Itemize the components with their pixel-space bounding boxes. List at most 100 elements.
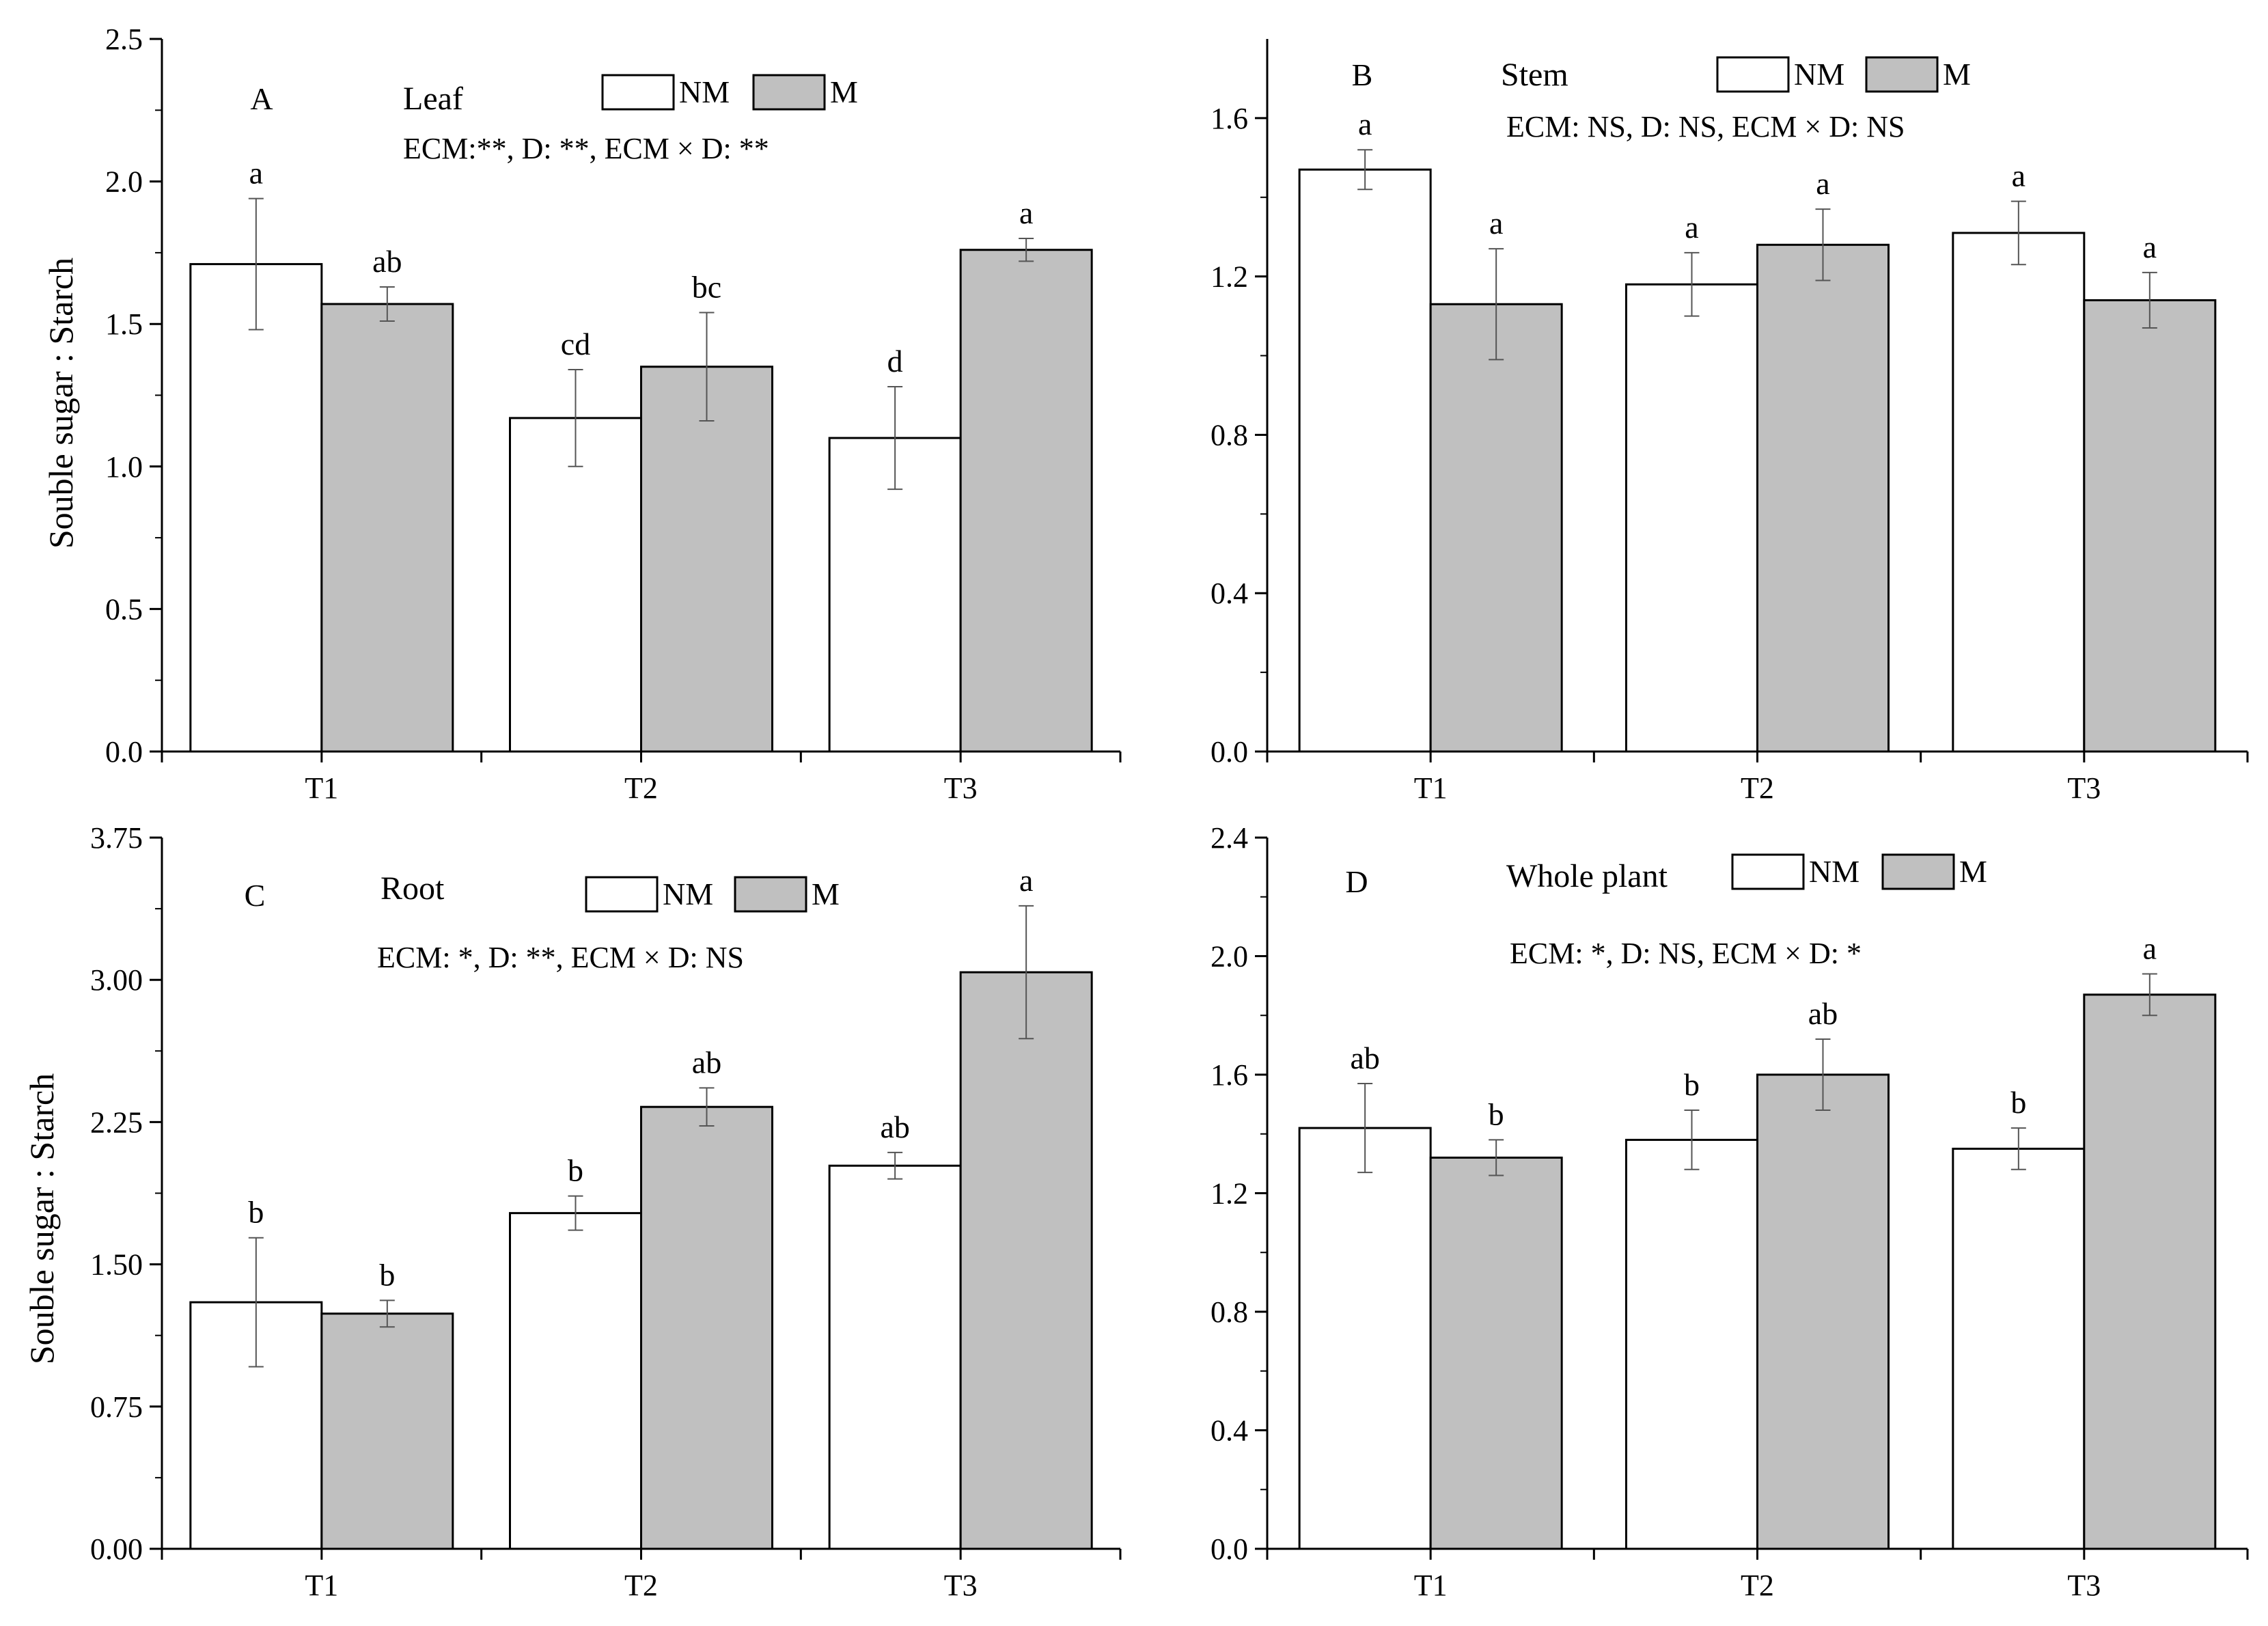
x-tick-label-t2: T2 (624, 771, 658, 805)
y-tick-label: 0.5 (105, 592, 143, 626)
legend-m-swatch (734, 876, 807, 913)
panel-letter: C (245, 878, 266, 913)
significance-letter: b (248, 1195, 264, 1230)
significance-letter: b (568, 1153, 583, 1188)
m-bar-t3 (959, 249, 1093, 753)
x-tick-label-t1: T1 (1414, 1569, 1448, 1602)
x-tick-label-t3: T3 (2067, 771, 2101, 805)
m-bar-t3 (2083, 299, 2217, 753)
x-tick-label-t1: T1 (305, 1569, 338, 1602)
significance-letter: a (1019, 195, 1033, 230)
y-tick-label: 0.8 (1211, 1295, 1248, 1329)
nm-bar-t1 (1298, 1127, 1432, 1550)
y-tick-label: 0.4 (1211, 1414, 1248, 1448)
significance-letter: ab (692, 1045, 721, 1079)
m-bar-t1 (1429, 1156, 1563, 1550)
significance-letter: a (2143, 230, 2157, 264)
nm-bar-t3 (828, 1164, 962, 1550)
legend-nm-swatch (585, 876, 659, 913)
m-bar-t2 (640, 366, 773, 753)
y-tick-label: 0.4 (1211, 577, 1248, 610)
legend-m-label: M (830, 74, 858, 109)
y-tick-label: 1.50 (90, 1248, 143, 1282)
y-tick-label: 2.0 (105, 165, 143, 199)
panel-letter: A (250, 81, 273, 116)
nm-bar-t1 (189, 263, 323, 753)
y-tick-label: 0.0 (105, 735, 143, 769)
m-bar-t1 (1429, 303, 1563, 753)
x-tick-label-t2: T2 (1741, 1569, 1774, 1602)
panel-letter: D (1345, 864, 1368, 899)
significance-letter: bc (692, 270, 721, 305)
x-tick-label-t2: T2 (624, 1569, 658, 1602)
stats-annotation: ECM:**, D: **, ECM × D: ** (403, 132, 769, 165)
significance-letter: ab (1350, 1041, 1379, 1075)
legend-nm-label: NM (679, 74, 730, 109)
legend-nm-label: NM (1809, 854, 1859, 889)
stats-annotation: ECM: NS, D: NS, ECM × D: NS (1506, 110, 1905, 143)
y-tick-label: 2.4 (1211, 821, 1248, 855)
significance-letter: b (379, 1257, 395, 1292)
x-tick-label-t3: T3 (944, 1569, 978, 1602)
y-tick-label: 3.75 (90, 821, 143, 855)
m-bar-t2 (640, 1105, 773, 1550)
y-tick-label: 0.0 (1211, 1532, 1248, 1566)
nm-bar-t2 (1625, 283, 1758, 753)
y-tick-label: 2.5 (105, 23, 143, 56)
m-bar-t3 (2083, 993, 2217, 1550)
stats-annotation: ECM: *, D: NS, ECM × D: * (1510, 937, 1862, 970)
y-tick-label: 0.8 (1211, 418, 1248, 452)
m-bar-t1 (320, 1312, 454, 1550)
significance-letter: ab (372, 244, 402, 279)
panel-title: Root (381, 870, 445, 907)
legend-m-swatch (1865, 56, 1939, 93)
x-tick-label-t2: T2 (1741, 771, 1774, 805)
x-tick-label-t1: T1 (305, 771, 338, 805)
significance-letter: ab (1808, 996, 1838, 1031)
y-tick-label: 1.0 (105, 450, 143, 484)
y-tick-label: 1.5 (105, 307, 143, 341)
panel-title: Stem (1501, 57, 1568, 93)
m-bar-t3 (959, 971, 1093, 1550)
y-tick-label: 0.0 (1211, 735, 1248, 769)
x-tick-label-t3: T3 (2067, 1569, 2101, 1602)
panel-d-whole-plant: 0.0 0.4 0.8 1.2 1.6 2.0 2.4 T1 ab b T2 b ab T3 b a D Whol… (1211, 821, 2249, 1602)
y-tick-label: 0.00 (90, 1532, 143, 1566)
legend-nm-swatch (1731, 853, 1805, 890)
panel-title: Leaf (403, 81, 463, 117)
y-tick-label: 2.25 (90, 1105, 143, 1139)
legend-m-swatch (752, 74, 826, 111)
legend-m-label: M (1943, 57, 1971, 92)
m-bar-t2 (1756, 1073, 1890, 1550)
m-bar-t2 (1756, 243, 1890, 753)
nm-bar-t3 (1952, 232, 2086, 753)
significance-letter: a (1685, 210, 1698, 245)
y-tick-label: 1.2 (1211, 260, 1248, 294)
panel-title: Whole plant (1506, 858, 1668, 894)
nm-bar-t1 (1298, 168, 1432, 753)
nm-bar-t2 (509, 417, 642, 753)
legend-nm-label: NM (663, 877, 713, 911)
significance-letter: a (249, 156, 263, 191)
significance-letter: a (2143, 931, 2157, 966)
stats-annotation: ECM: *, D: **, ECM × D: NS (377, 941, 744, 974)
panel-a-leaf: 0.0 0.5 1.0 1.5 2.0 2.5 T1 a ab T2 cd bc T3 d a A Leaf EC… (42, 23, 1122, 805)
significance-letter: a (1489, 206, 1503, 240)
legend-nm-swatch (601, 74, 675, 111)
significance-letter: d (887, 344, 903, 378)
legend-nm-label: NM (1794, 57, 1844, 92)
panel-letter: B (1352, 57, 1373, 92)
nm-bar-t3 (1952, 1147, 2086, 1550)
nm-bar-t3 (828, 437, 962, 753)
legend-m-label: M (812, 877, 840, 911)
significance-letter: a (1358, 107, 1372, 141)
legend-m-swatch (1881, 853, 1955, 890)
legend-nm-swatch (1716, 56, 1790, 93)
y-tick-label: 1.6 (1211, 102, 1248, 135)
legend-m-label: M (1959, 854, 1987, 889)
significance-letter: b (2010, 1085, 2026, 1120)
nm-bar-t2 (509, 1212, 642, 1550)
y-tick-label: 0.75 (90, 1390, 143, 1424)
